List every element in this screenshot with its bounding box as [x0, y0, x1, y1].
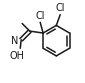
Text: N: N [11, 36, 19, 46]
Text: Cl: Cl [36, 11, 45, 21]
Text: Cl: Cl [55, 3, 65, 14]
Text: OH: OH [10, 51, 25, 61]
